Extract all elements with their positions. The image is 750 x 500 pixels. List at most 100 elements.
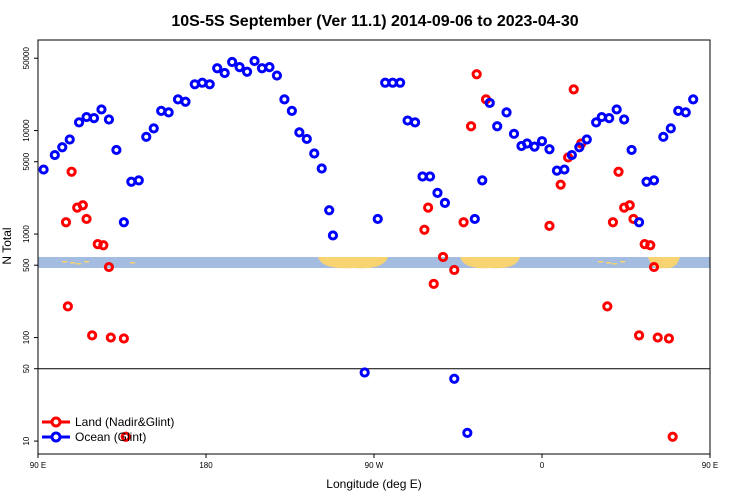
y-tick-label: 10	[22, 436, 31, 445]
land-point	[77, 200, 88, 211]
ocean-point	[38, 164, 49, 175]
ocean-point	[49, 149, 60, 161]
ocean-point	[96, 104, 107, 115]
ocean-point	[249, 55, 260, 67]
ocean-point	[234, 62, 245, 73]
ocean-point	[88, 112, 100, 124]
ocean-point	[227, 56, 238, 68]
ocean-point	[73, 117, 85, 128]
land-point	[449, 264, 460, 276]
ocean-point	[309, 148, 320, 159]
ocean-point	[424, 171, 436, 182]
map-island	[76, 263, 81, 265]
land-point	[663, 333, 675, 344]
map-island	[666, 262, 671, 264]
land-point	[458, 217, 469, 228]
ocean-point	[648, 175, 660, 186]
legend-swatch-marker-land	[50, 416, 62, 428]
ocean-point	[633, 217, 645, 228]
map-land	[460, 257, 520, 269]
series-ocean	[38, 55, 699, 438]
x-axis-label: Longitude (deg E)	[326, 477, 421, 491]
y-tick-label: 1000	[22, 225, 31, 243]
ocean-point	[604, 112, 615, 124]
land-point	[423, 202, 434, 213]
ocean-point	[212, 63, 223, 74]
map-island	[130, 262, 135, 264]
land-point	[105, 332, 116, 343]
land-point	[428, 278, 439, 290]
ocean-point	[626, 144, 637, 156]
ocean-point	[484, 97, 495, 109]
x-tick-label: 90 E	[702, 461, 718, 470]
y-axis: 10 50 100 500 1000 5000 10000 50000	[22, 47, 38, 446]
world-map-strip	[38, 257, 710, 269]
ocean-point	[148, 123, 159, 134]
map-land	[318, 257, 388, 269]
ocean-point	[439, 197, 451, 209]
y-axis-label: N Total	[0, 227, 14, 264]
ocean-point	[359, 367, 370, 378]
ocean-point	[529, 141, 540, 152]
map-island	[620, 261, 625, 263]
ocean-point	[372, 213, 383, 225]
ocean-point	[219, 67, 230, 79]
ocean-point	[619, 114, 630, 125]
ocean-point	[508, 128, 520, 139]
ocean-point	[591, 117, 602, 128]
ocean-point	[581, 134, 592, 145]
ocean-point	[658, 131, 669, 142]
map-island	[598, 261, 603, 263]
ocean-point	[409, 117, 421, 128]
land-point	[103, 261, 115, 273]
ocean-point	[57, 142, 68, 153]
ocean-point	[141, 131, 152, 142]
map-island	[606, 262, 611, 264]
ocean-point	[665, 123, 676, 134]
ocean-point	[688, 94, 699, 105]
chart-title: 10S-5S September (Ver 11.1) 2014-09-06 t…	[171, 13, 578, 30]
ocean-point	[536, 136, 548, 147]
legend-item-land: Land (Nadir&Glint)	[42, 415, 174, 429]
ocean-point	[133, 175, 144, 186]
y-tick-label: 10000	[22, 119, 31, 142]
ocean-point	[279, 94, 290, 105]
land-point	[544, 220, 555, 231]
land-point	[62, 301, 73, 312]
y-tick-label: 50000	[22, 47, 31, 70]
land-point	[645, 240, 656, 251]
ocean-point	[566, 149, 577, 161]
land-point	[607, 217, 619, 228]
land-point	[648, 261, 660, 273]
land-point	[602, 301, 613, 312]
legend-label-ocean: Ocean (Glint)	[75, 430, 146, 444]
ocean-point	[264, 62, 275, 73]
land-point	[555, 179, 566, 190]
land-point	[471, 69, 482, 80]
legend-swatch-marker-ocean	[50, 431, 62, 443]
ocean-point	[180, 96, 191, 107]
ocean-point	[111, 144, 122, 156]
land-point	[633, 330, 645, 341]
ocean-point	[469, 213, 480, 225]
series-land	[60, 69, 678, 442]
ocean-point	[286, 105, 297, 116]
ocean-point	[294, 127, 305, 138]
legend: Land (Nadir&Glint) Ocean (Glint)	[42, 415, 174, 444]
map-island	[672, 263, 677, 265]
ocean-point	[316, 163, 327, 174]
map-island	[612, 263, 617, 265]
series-layer	[38, 55, 699, 442]
land-point	[652, 332, 663, 343]
ocean-point	[492, 121, 503, 132]
ocean-point	[477, 175, 488, 186]
ocean-point	[103, 114, 115, 125]
ocean-point	[501, 107, 512, 118]
y-tick-label: 50	[22, 364, 31, 373]
ocean-point	[163, 107, 174, 118]
ocean-point	[324, 205, 335, 216]
y-tick-label: 5000	[22, 152, 31, 170]
ocean-point	[680, 107, 691, 118]
ocean-point	[574, 142, 585, 153]
